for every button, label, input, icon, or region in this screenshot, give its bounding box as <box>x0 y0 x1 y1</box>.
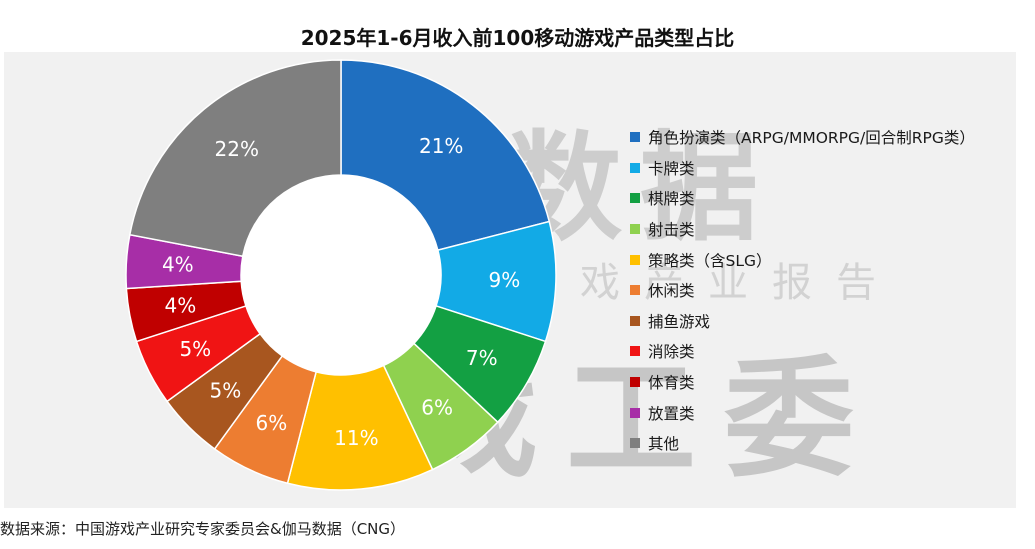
donut-hole <box>241 175 441 375</box>
legend-swatch <box>630 254 640 265</box>
donut-chart: 21% 9% 7% 6% 11% 6% 5% 5% 4% 4% 22% <box>125 59 557 491</box>
legend-item: 卡牌类 <box>630 153 975 184</box>
legend-label: 棋牌类 <box>648 190 695 209</box>
legend-label: 策略类（含SLG） <box>648 251 772 270</box>
legend-item: 放置类 <box>630 397 975 428</box>
slice-label: 11% <box>334 426 378 450</box>
legend-item: 角色扮演类（ARPG/MMORPG/回合制RPG类） <box>630 122 975 153</box>
slice-label: 4% <box>165 294 197 318</box>
legend-label: 休闲类 <box>648 282 695 301</box>
legend-label: 射击类 <box>648 221 695 240</box>
legend-swatch <box>630 162 640 173</box>
slice-label: 5% <box>210 379 242 403</box>
slice-label: 4% <box>162 253 194 277</box>
legend-label: 卡牌类 <box>648 159 695 178</box>
slice-label: 6% <box>256 411 288 435</box>
legend-swatch <box>630 377 640 388</box>
legend-label: 消除类 <box>648 343 695 362</box>
legend-item: 策略类（含SLG） <box>630 244 975 275</box>
legend-label: 捕鱼游戏 <box>648 312 711 331</box>
chart-legend: 角色扮演类（ARPG/MMORPG/回合制RPG类） 卡牌类棋牌类射击类策略类（含… <box>630 122 975 459</box>
legend-swatch <box>630 438 640 449</box>
legend-item: 消除类 <box>630 336 975 367</box>
legend-item: 休闲类 <box>630 275 975 306</box>
legend-item: 棋牌类 <box>630 183 975 214</box>
legend-swatch <box>630 346 640 357</box>
legend-label: 其他 <box>648 435 680 454</box>
slice-label: 9% <box>489 268 521 292</box>
legend-swatch <box>630 224 640 235</box>
data-source: 数据来源：中国游戏产业研究专家委员会&伽马数据（CNG） <box>0 520 406 538</box>
legend-label: 放置类 <box>648 404 695 423</box>
slice-label: 6% <box>421 395 453 419</box>
chart-title: 2025年1-6月收入前100移动游戏产品类型占比 <box>300 26 735 50</box>
slice-label: 21% <box>419 134 463 158</box>
legend-label: 体育类 <box>648 374 695 393</box>
donut-slice <box>128 59 342 258</box>
slice-label: 5% <box>179 337 211 361</box>
legend-swatch <box>630 285 640 296</box>
legend-swatch <box>630 132 640 143</box>
legend-swatch <box>630 315 640 326</box>
legend-item: 捕鱼游戏 <box>630 306 975 337</box>
legend-label: 角色扮演类（ARPG/MMORPG/回合制RPG类） <box>648 129 975 148</box>
slice-label: 7% <box>466 346 498 370</box>
legend-swatch <box>630 193 640 204</box>
legend-item: 其他 <box>630 428 975 459</box>
slice-label: 22% <box>215 137 259 161</box>
legend-item: 射击类 <box>630 214 975 245</box>
legend-swatch <box>630 407 640 418</box>
chart-panel: 伽马数据 微信号：游戏产业报告 游戏工委 21%9%7%6%11%6%5%5%4… <box>4 52 1016 508</box>
legend-item: 体育类 <box>630 367 975 398</box>
